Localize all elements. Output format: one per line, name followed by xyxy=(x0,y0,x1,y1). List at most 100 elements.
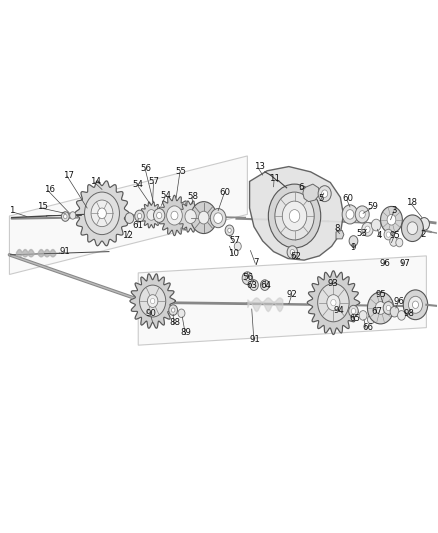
Text: 62: 62 xyxy=(290,253,301,261)
Circle shape xyxy=(327,295,340,311)
Circle shape xyxy=(147,209,155,220)
Circle shape xyxy=(349,305,358,317)
Circle shape xyxy=(171,211,178,220)
Text: 94: 94 xyxy=(334,305,345,314)
Circle shape xyxy=(287,246,297,259)
Text: 5: 5 xyxy=(319,194,325,203)
Text: 7: 7 xyxy=(253,258,259,266)
Circle shape xyxy=(85,192,120,235)
Text: 60: 60 xyxy=(343,194,354,203)
Text: 91: 91 xyxy=(60,247,71,256)
Circle shape xyxy=(381,206,403,233)
Circle shape xyxy=(318,185,331,201)
Circle shape xyxy=(169,305,177,316)
Circle shape xyxy=(64,214,67,219)
Text: 59: 59 xyxy=(367,203,378,212)
Text: 95: 95 xyxy=(376,289,387,298)
Polygon shape xyxy=(336,230,344,239)
Circle shape xyxy=(234,242,241,251)
Polygon shape xyxy=(307,271,360,335)
Text: 14: 14 xyxy=(90,177,101,186)
Circle shape xyxy=(402,215,424,241)
Polygon shape xyxy=(303,184,319,201)
Text: 95: 95 xyxy=(389,231,400,240)
Circle shape xyxy=(214,213,223,223)
Polygon shape xyxy=(138,256,426,345)
Text: 1: 1 xyxy=(9,206,14,215)
Circle shape xyxy=(409,296,423,313)
Text: 11: 11 xyxy=(269,174,280,183)
Circle shape xyxy=(178,309,185,318)
Circle shape xyxy=(383,302,394,314)
Circle shape xyxy=(138,213,142,219)
Circle shape xyxy=(331,300,336,306)
Circle shape xyxy=(419,217,429,230)
Text: 15: 15 xyxy=(37,203,48,212)
Circle shape xyxy=(245,276,250,281)
Text: 93: 93 xyxy=(328,279,339,288)
Polygon shape xyxy=(141,202,162,228)
Text: 8: 8 xyxy=(334,224,339,233)
Text: 97: 97 xyxy=(399,260,410,268)
Text: 64: 64 xyxy=(260,280,271,289)
Circle shape xyxy=(263,283,267,287)
Circle shape xyxy=(198,211,209,224)
Text: 61: 61 xyxy=(133,221,144,230)
Circle shape xyxy=(384,229,393,240)
Circle shape xyxy=(148,295,158,308)
Text: 98: 98 xyxy=(403,309,414,318)
Circle shape xyxy=(135,210,145,222)
Circle shape xyxy=(346,209,354,219)
Text: 91: 91 xyxy=(250,335,261,344)
Text: 3: 3 xyxy=(391,206,396,215)
Text: 13: 13 xyxy=(254,162,265,171)
Circle shape xyxy=(367,316,374,324)
Text: 90: 90 xyxy=(146,309,157,318)
Circle shape xyxy=(375,302,386,314)
Circle shape xyxy=(275,192,314,240)
Polygon shape xyxy=(158,195,191,236)
Circle shape xyxy=(153,208,165,222)
Circle shape xyxy=(290,249,294,255)
Circle shape xyxy=(61,212,69,221)
Text: 66: 66 xyxy=(362,323,373,332)
Circle shape xyxy=(242,272,253,285)
Text: 56: 56 xyxy=(243,273,254,281)
Polygon shape xyxy=(10,156,247,274)
Circle shape xyxy=(228,228,231,232)
Text: 54: 54 xyxy=(160,191,171,200)
Circle shape xyxy=(390,306,399,317)
Text: 12: 12 xyxy=(122,231,133,240)
Text: 67: 67 xyxy=(371,307,382,316)
Circle shape xyxy=(140,285,166,317)
Text: 88: 88 xyxy=(169,318,180,327)
Circle shape xyxy=(355,206,369,223)
Circle shape xyxy=(403,290,427,320)
Text: 60: 60 xyxy=(219,188,231,197)
Text: 96: 96 xyxy=(379,260,390,268)
Polygon shape xyxy=(177,201,204,232)
Text: 96: 96 xyxy=(394,296,405,305)
Circle shape xyxy=(386,305,391,311)
Text: 53: 53 xyxy=(357,229,368,238)
Circle shape xyxy=(289,209,300,222)
Text: 63: 63 xyxy=(246,280,257,289)
Circle shape xyxy=(365,226,370,232)
Text: 4: 4 xyxy=(377,231,382,240)
Circle shape xyxy=(210,208,226,228)
Text: 65: 65 xyxy=(350,314,361,323)
Circle shape xyxy=(91,200,113,227)
Circle shape xyxy=(396,238,403,247)
Circle shape xyxy=(359,311,367,320)
Polygon shape xyxy=(130,274,175,328)
Circle shape xyxy=(351,309,356,314)
Circle shape xyxy=(185,209,196,223)
Circle shape xyxy=(367,292,394,324)
Circle shape xyxy=(359,211,365,218)
Text: 17: 17 xyxy=(63,171,74,180)
Circle shape xyxy=(150,298,155,304)
Circle shape xyxy=(268,184,321,248)
Text: 56: 56 xyxy=(141,164,152,173)
Circle shape xyxy=(261,280,269,290)
Circle shape xyxy=(98,208,106,219)
